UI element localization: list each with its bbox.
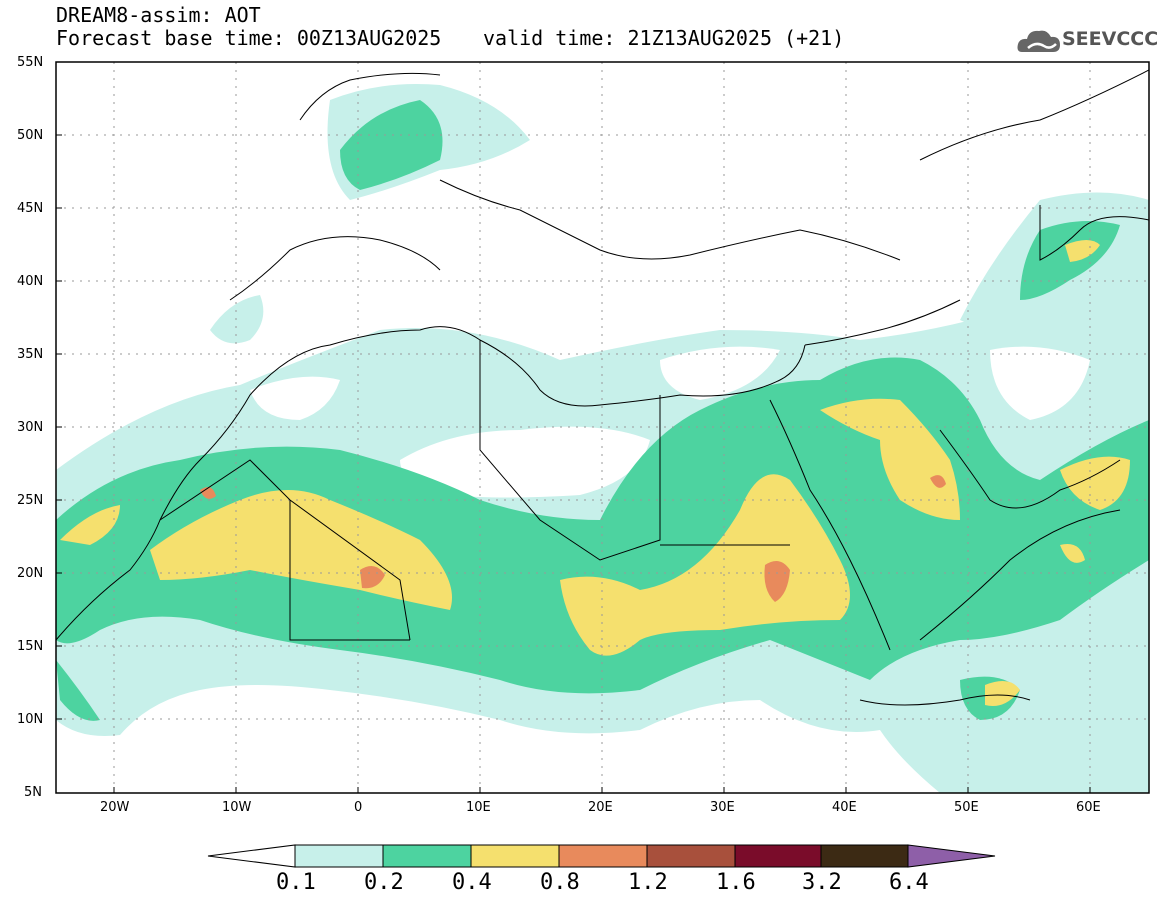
- graticule: [56, 62, 1149, 793]
- colorbar-label: 0.4: [452, 870, 492, 895]
- colorbar-bin-2: [382, 844, 472, 868]
- lat-label: 50N: [17, 128, 44, 143]
- lon-label: 10E: [466, 800, 491, 815]
- lon-label: 60E: [1076, 800, 1101, 815]
- cloud-logo-icon: [1017, 30, 1060, 52]
- lat-label: 5N: [24, 785, 42, 800]
- lon-label: 20E: [588, 800, 613, 815]
- lat-label: 40N: [17, 274, 44, 289]
- lat-label: 55N: [17, 55, 44, 70]
- lon-label: 50E: [954, 800, 979, 815]
- lat-label: 20N: [17, 566, 44, 581]
- lat-label: 25N: [17, 493, 44, 508]
- colorbar: [207, 844, 996, 868]
- aot-layer-0-4: [60, 240, 1130, 706]
- aot-clear-areas: [250, 346, 1090, 498]
- lon-label: 10W: [222, 800, 252, 815]
- coastlines: [56, 69, 1149, 706]
- colorbar-label: 0.8: [540, 870, 580, 895]
- colorbar-bin-4: [558, 844, 648, 868]
- aot-layer-0-2: [56, 100, 1149, 721]
- lon-label: 20W: [100, 800, 130, 815]
- valid-time-label: valid time: 21Z13AUG2025 (+21): [483, 26, 845, 50]
- colorbar-bin-3: [470, 844, 560, 868]
- logo-text: SEEVCCC: [1062, 28, 1159, 50]
- colorbar-label: 3.2: [802, 870, 842, 895]
- base-time-label: Forecast base time: 00Z13AUG2025: [56, 26, 442, 50]
- colorbar-low-arrow: [207, 844, 296, 868]
- colorbar-bin-6: [734, 844, 822, 868]
- colorbar-label: 1.2: [628, 870, 668, 895]
- axis-ticks: [56, 134, 1091, 793]
- colorbar-high-arrow: [907, 844, 996, 868]
- lon-label: 30E: [710, 800, 735, 815]
- lat-label: 35N: [17, 347, 44, 362]
- lat-label: 30N: [17, 420, 44, 435]
- aot-layer-0-8: [200, 475, 946, 602]
- colorbar-label: 6.4: [889, 870, 929, 895]
- lon-label: 0: [354, 800, 363, 815]
- map-title: DREAM8-assim: AOT: [56, 3, 261, 27]
- lat-label: 45N: [17, 201, 44, 216]
- lat-label: 10N: [17, 712, 44, 727]
- colorbar-bin-5: [646, 844, 736, 868]
- colorbar-bin-7: [820, 844, 909, 868]
- colorbar-label: 1.6: [716, 870, 756, 895]
- lon-label: 40E: [832, 800, 857, 815]
- colorbar-label: 0.2: [364, 870, 404, 895]
- lat-label: 15N: [17, 639, 44, 654]
- colorbar-label: 0.1: [276, 870, 316, 895]
- colorbar-bin-1: [294, 844, 384, 868]
